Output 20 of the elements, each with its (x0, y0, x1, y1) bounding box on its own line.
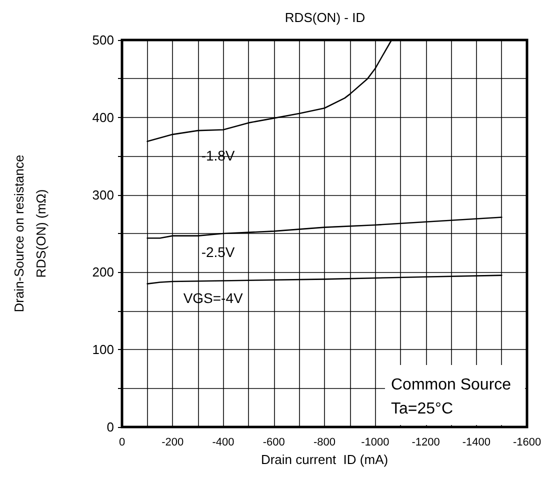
x-tick-label: 0 (118, 436, 126, 448)
x-tick-label: -400 (212, 436, 234, 448)
y-tick-label: 300 (92, 187, 114, 202)
annotation: Ta=25°C (391, 400, 453, 418)
x-tick-label: -800 (313, 436, 336, 448)
x-tick-label: -200 (162, 436, 184, 448)
x-tick-label: -1000 (361, 436, 390, 448)
y-tick-label: 500 (92, 32, 114, 48)
y-tick-label: 200 (92, 264, 114, 280)
y-tick-label: 0 (106, 420, 114, 434)
y-tick-label: 100 (92, 342, 114, 358)
chart-title: RDS(ON) - ID (284, 10, 366, 25)
y-tick-label: 400 (92, 110, 114, 125)
x-tick-label: -600 (262, 436, 285, 448)
x-tick-label: -1600 (512, 436, 542, 448)
x-tick-label: -1200 (412, 436, 440, 448)
y-axis-title: Drain-Source on resistance RDS(ON) (mΩ) (12, 154, 48, 312)
x-axis-title: Drain current ID (mA) (260, 452, 388, 467)
annotation: Common Source (391, 376, 512, 394)
x-tick-label: -1400 (462, 436, 490, 448)
